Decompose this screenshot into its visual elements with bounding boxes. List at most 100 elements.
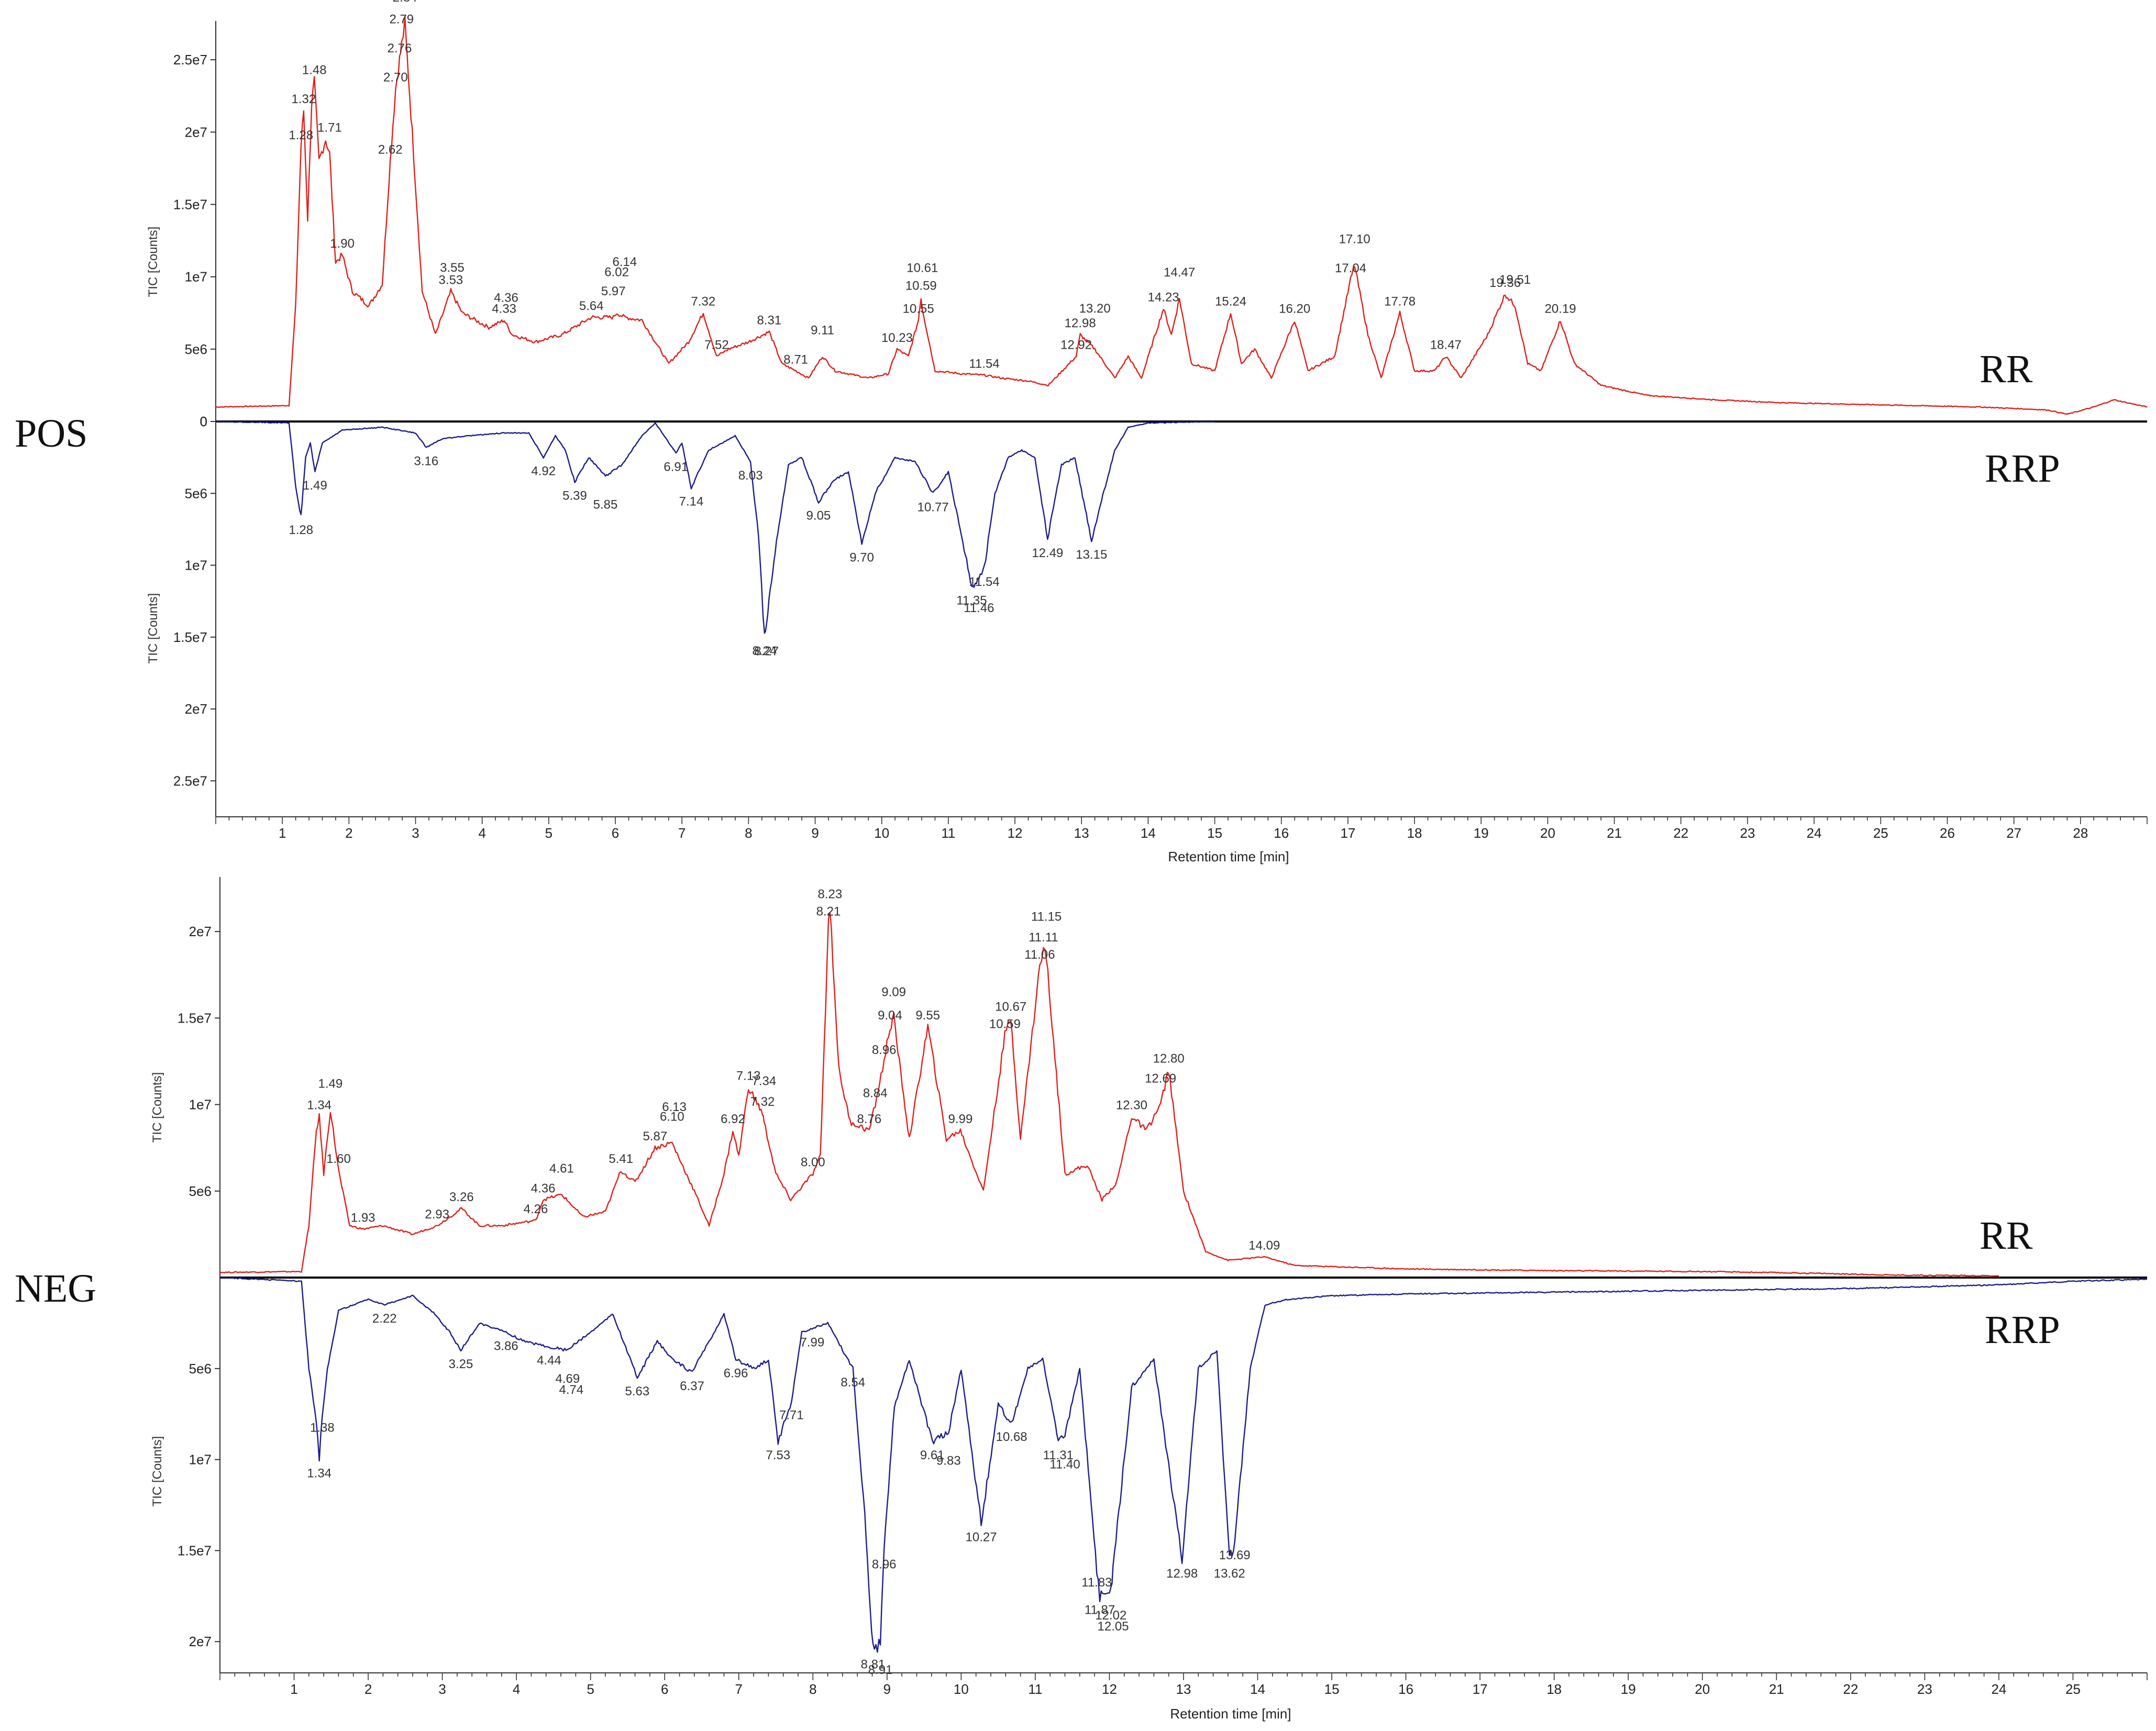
x-tick-label: 18 <box>1407 825 1422 841</box>
y-tick-label: 0 <box>200 414 207 429</box>
peak-label: 8.31 <box>757 314 781 328</box>
x-axis-title: Retention time [min] <box>1170 1706 1291 1722</box>
peak-label: 7.13 <box>736 1069 761 1083</box>
peak-label: 8.54 <box>841 1375 865 1390</box>
peak-label: 13.69 <box>1219 1548 1251 1562</box>
peak-label: 4.33 <box>492 302 516 316</box>
x-tick-label: 12 <box>1008 825 1023 841</box>
peak-label: 18.47 <box>1430 338 1462 352</box>
peak-label: 10.61 <box>906 261 938 275</box>
y-tick-label: 2e7 <box>185 124 207 140</box>
y-tick-label: 1.5e7 <box>173 629 207 645</box>
peak-label: 5.39 <box>562 489 587 503</box>
peak-label: 7.52 <box>704 338 729 352</box>
peak-label: 9.05 <box>806 509 831 523</box>
x-tick-label: 28 <box>2073 825 2088 841</box>
peak-label: 1.48 <box>302 63 327 77</box>
x-tick-label: 9 <box>883 1681 891 1697</box>
peak-label: 13.20 <box>1079 302 1111 316</box>
peak-label: 20.19 <box>1545 302 1576 316</box>
series-label-rrp: RRP <box>1985 447 2060 491</box>
x-tick-label: 20 <box>1540 825 1555 841</box>
peak-label: 8.27 <box>754 644 779 658</box>
peak-label: 6.10 <box>660 1109 684 1124</box>
peak-label: 1.34 <box>307 1098 331 1113</box>
peak-label: 4.69 <box>555 1372 580 1386</box>
peak-label: 3.16 <box>414 454 439 468</box>
x-tick-label: 24 <box>1991 1681 2006 1697</box>
y-tick-label: 2e7 <box>189 1634 212 1649</box>
y-axis-title: TIC [Counts] <box>146 593 160 664</box>
peak-label: 6.14 <box>612 255 637 269</box>
peak-label: 7.99 <box>800 1335 825 1349</box>
peak-label: 2.79 <box>389 12 414 26</box>
y-tick-label: 2e7 <box>189 924 212 939</box>
peak-label: 14.23 <box>1148 290 1179 304</box>
x-tick-label: 9 <box>811 825 819 841</box>
peak-label: 5.85 <box>593 497 618 512</box>
chart-panel-pos: 05e61e71.5e72e72.5e705e61e71.5e72e72.5e7… <box>146 0 2148 864</box>
x-tick-label: 8 <box>745 825 752 841</box>
y-tick-label: 1e7 <box>185 558 207 573</box>
peak-label: 8.24 <box>753 644 777 658</box>
y-tick-label: 2.5e7 <box>173 52 207 68</box>
peak-label: 1.28 <box>289 523 313 537</box>
peak-label: 17.04 <box>1335 261 1366 275</box>
y-tick-label: 0 <box>200 414 207 429</box>
peak-label: 6.91 <box>664 460 688 474</box>
peak-label: 8.00 <box>801 1156 825 1170</box>
peak-label: 1.34 <box>307 1467 331 1481</box>
peak-label: 7.14 <box>679 494 704 508</box>
y-tick-label: 5e6 <box>189 1361 212 1377</box>
peak-label: 1.32 <box>292 92 316 106</box>
peak-label: 8.21 <box>816 905 841 919</box>
peak-label: 1.49 <box>303 479 327 493</box>
y-tick-label: 1e7 <box>189 1097 212 1113</box>
peak-label: 10.67 <box>995 1000 1026 1014</box>
peak-label: 5.41 <box>609 1152 633 1166</box>
peak-label: 4.74 <box>559 1383 584 1397</box>
x-tick-label: 24 <box>1807 825 1822 841</box>
y-tick-label: 5e6 <box>185 485 207 501</box>
peak-label: 11.46 <box>964 601 994 615</box>
peak-label: 12.05 <box>1098 1619 1129 1634</box>
peak-label: 1.60 <box>326 1152 351 1166</box>
peak-label: 6.37 <box>680 1379 704 1393</box>
x-axis-title: Retention time [min] <box>1168 849 1289 864</box>
x-tick-label: 11 <box>941 825 955 841</box>
x-tick-label: 17 <box>1340 825 1355 841</box>
peak-label: 10.23 <box>881 331 913 345</box>
peak-label: 3.53 <box>439 273 463 287</box>
trace-rr <box>215 16 2148 415</box>
peak-label: 19.36 <box>1489 276 1521 290</box>
peak-label: 9.83 <box>936 1453 961 1468</box>
peak-label: 11.54 <box>969 357 999 371</box>
x-tick-label: 21 <box>1607 825 1622 841</box>
peak-label: 11.87 <box>1085 1603 1115 1617</box>
x-tick-label: 2 <box>364 1681 372 1697</box>
x-tick-label: 15 <box>1207 825 1222 841</box>
x-tick-label: 20 <box>1695 1681 1710 1697</box>
peak-label: 9.61 <box>920 1448 945 1462</box>
peak-label: 5.87 <box>643 1129 667 1144</box>
peak-label: 1.38 <box>310 1421 335 1435</box>
peak-label: 14.47 <box>1164 265 1195 280</box>
peak-label: 9.09 <box>881 985 906 999</box>
y-axis-title: TIC [Counts] <box>150 1436 164 1507</box>
x-tick-label: 17 <box>1473 1681 1488 1697</box>
x-tick-label: 15 <box>1324 1681 1340 1697</box>
peak-label: 7.34 <box>752 1074 777 1089</box>
peak-label: 12.02 <box>1095 1608 1126 1623</box>
x-tick-label: 7 <box>735 1681 743 1697</box>
peak-label: 7.32 <box>691 295 716 309</box>
x-tick-label: 1 <box>290 1681 297 1697</box>
peak-label: 6.92 <box>721 1112 745 1126</box>
x-tick-label: 22 <box>1673 825 1688 841</box>
x-tick-label: 5 <box>545 825 552 841</box>
peak-label: 1.93 <box>351 1211 375 1225</box>
peak-label: 10.27 <box>966 1530 997 1544</box>
chart-panel-neg: 5e6 1e7 1.5e7 2e7 5e6 1e7 1.5e7 2e7 TIC [Counts]… <box>150 877 2148 1722</box>
peak-label: 4.61 <box>549 1161 574 1175</box>
series-label-rr: RR <box>1980 347 2033 391</box>
